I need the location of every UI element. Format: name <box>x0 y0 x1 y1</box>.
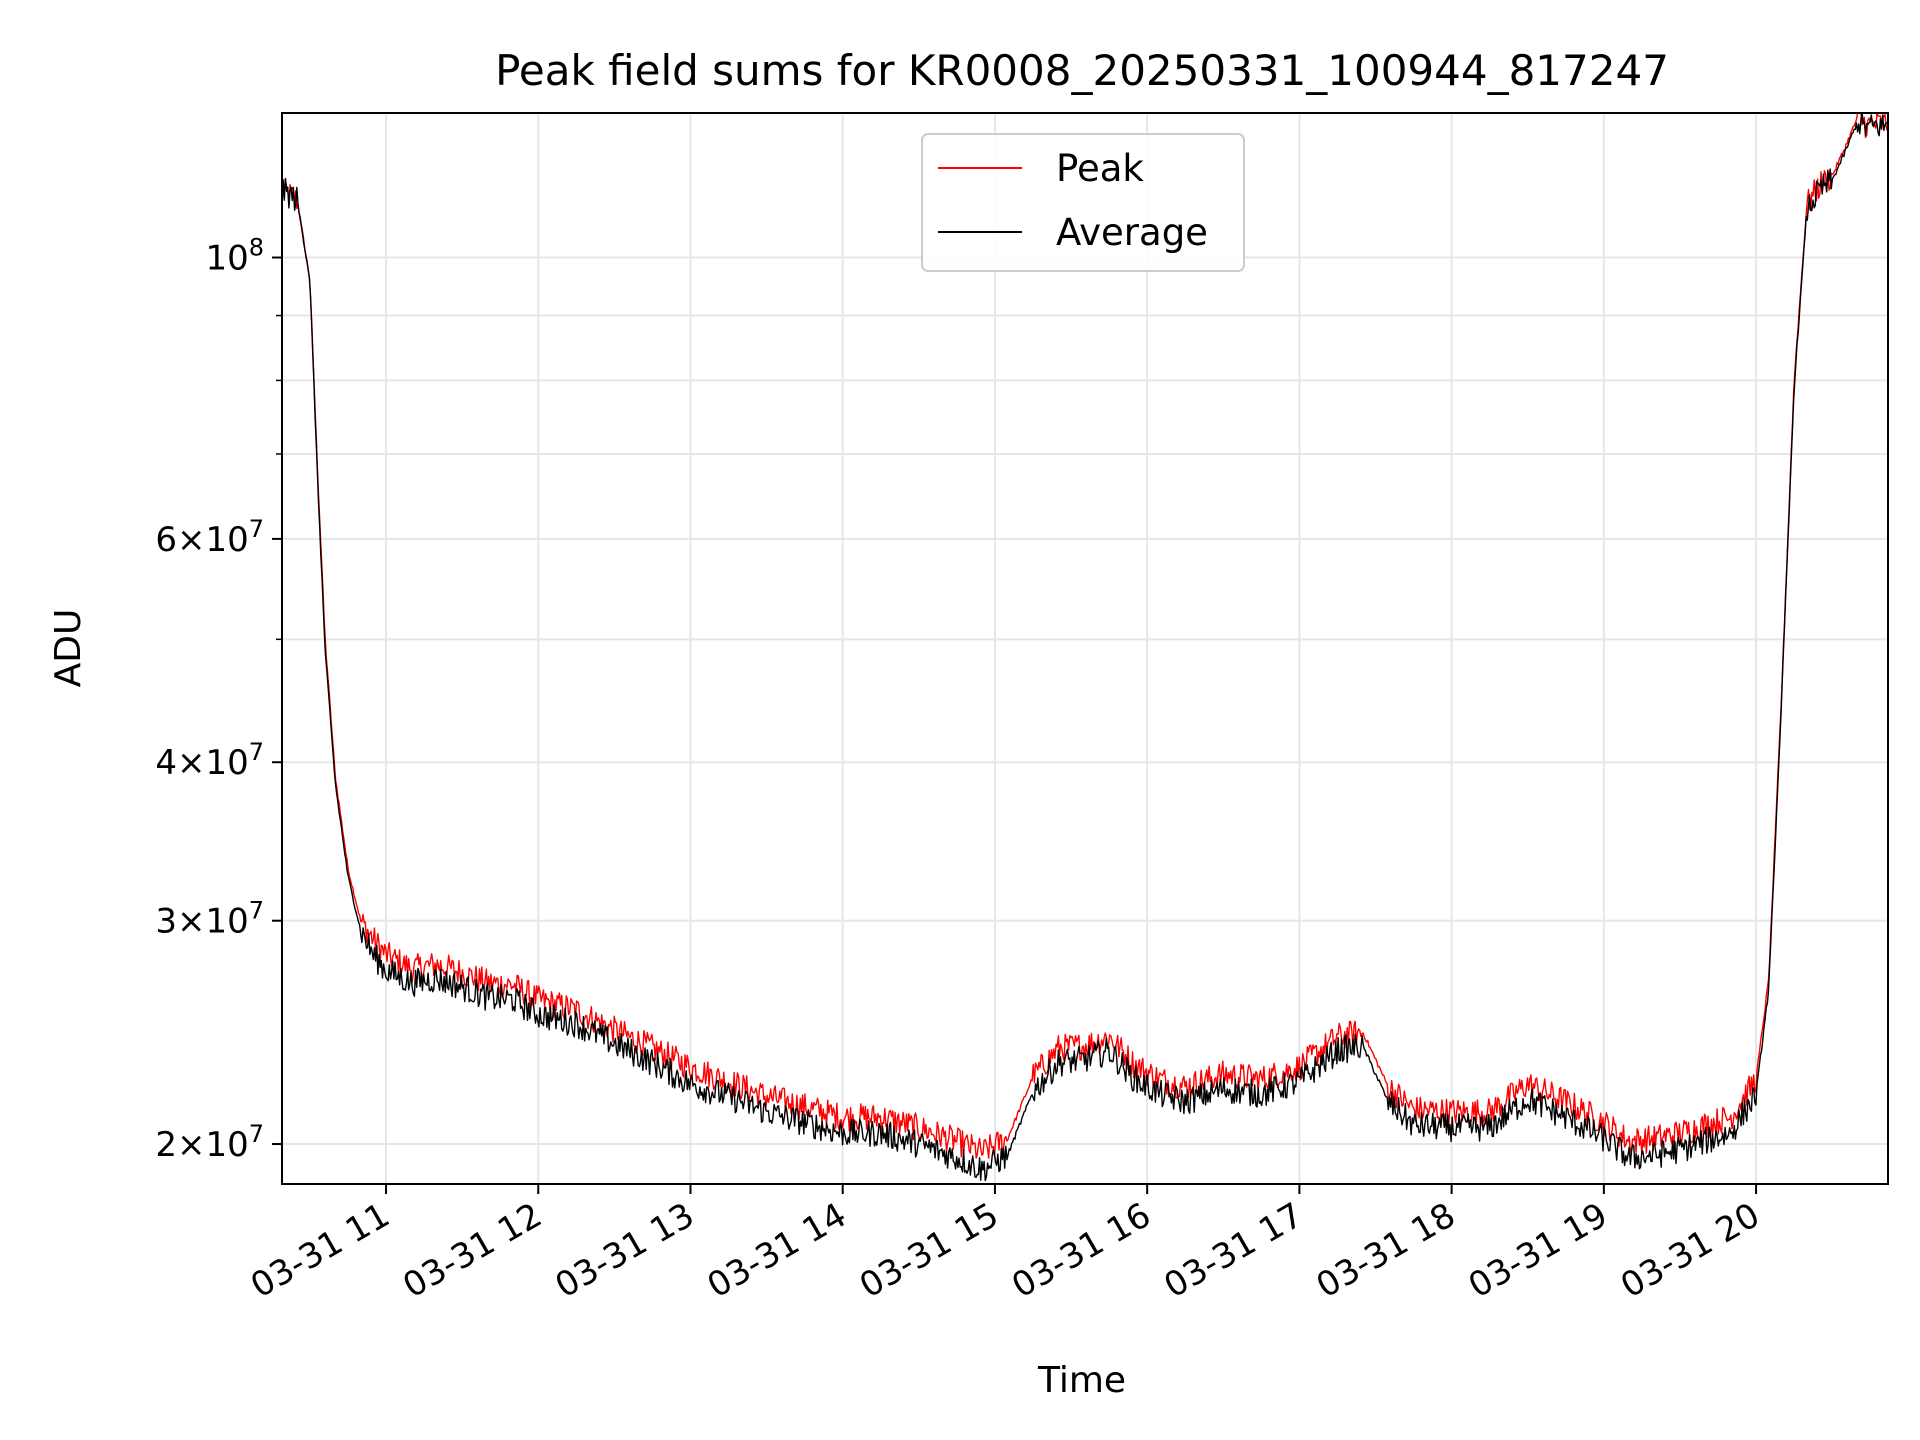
y-tick-label: 3×107 <box>155 897 264 942</box>
legend: Peak Average <box>921 133 1245 272</box>
y-tick-label: 108 <box>205 234 264 279</box>
y-tick-label: 6×107 <box>155 515 264 560</box>
y-tick-label: 4×107 <box>155 738 264 783</box>
legend-label-average: Average <box>1056 211 1208 254</box>
legend-label-peak: Peak <box>1056 147 1144 190</box>
y-tick-label: 2×107 <box>155 1120 264 1165</box>
chart-title: Peak field sums for KR0008_20250331_1009… <box>495 46 1669 95</box>
grid <box>282 113 1888 1184</box>
series-line-average <box>281 112 1888 1182</box>
y-axis-label: ADU <box>48 609 89 688</box>
x-axis-label: Time <box>1037 1360 1126 1401</box>
plot-frame <box>281 112 1889 1185</box>
series-layer <box>281 112 1888 1182</box>
